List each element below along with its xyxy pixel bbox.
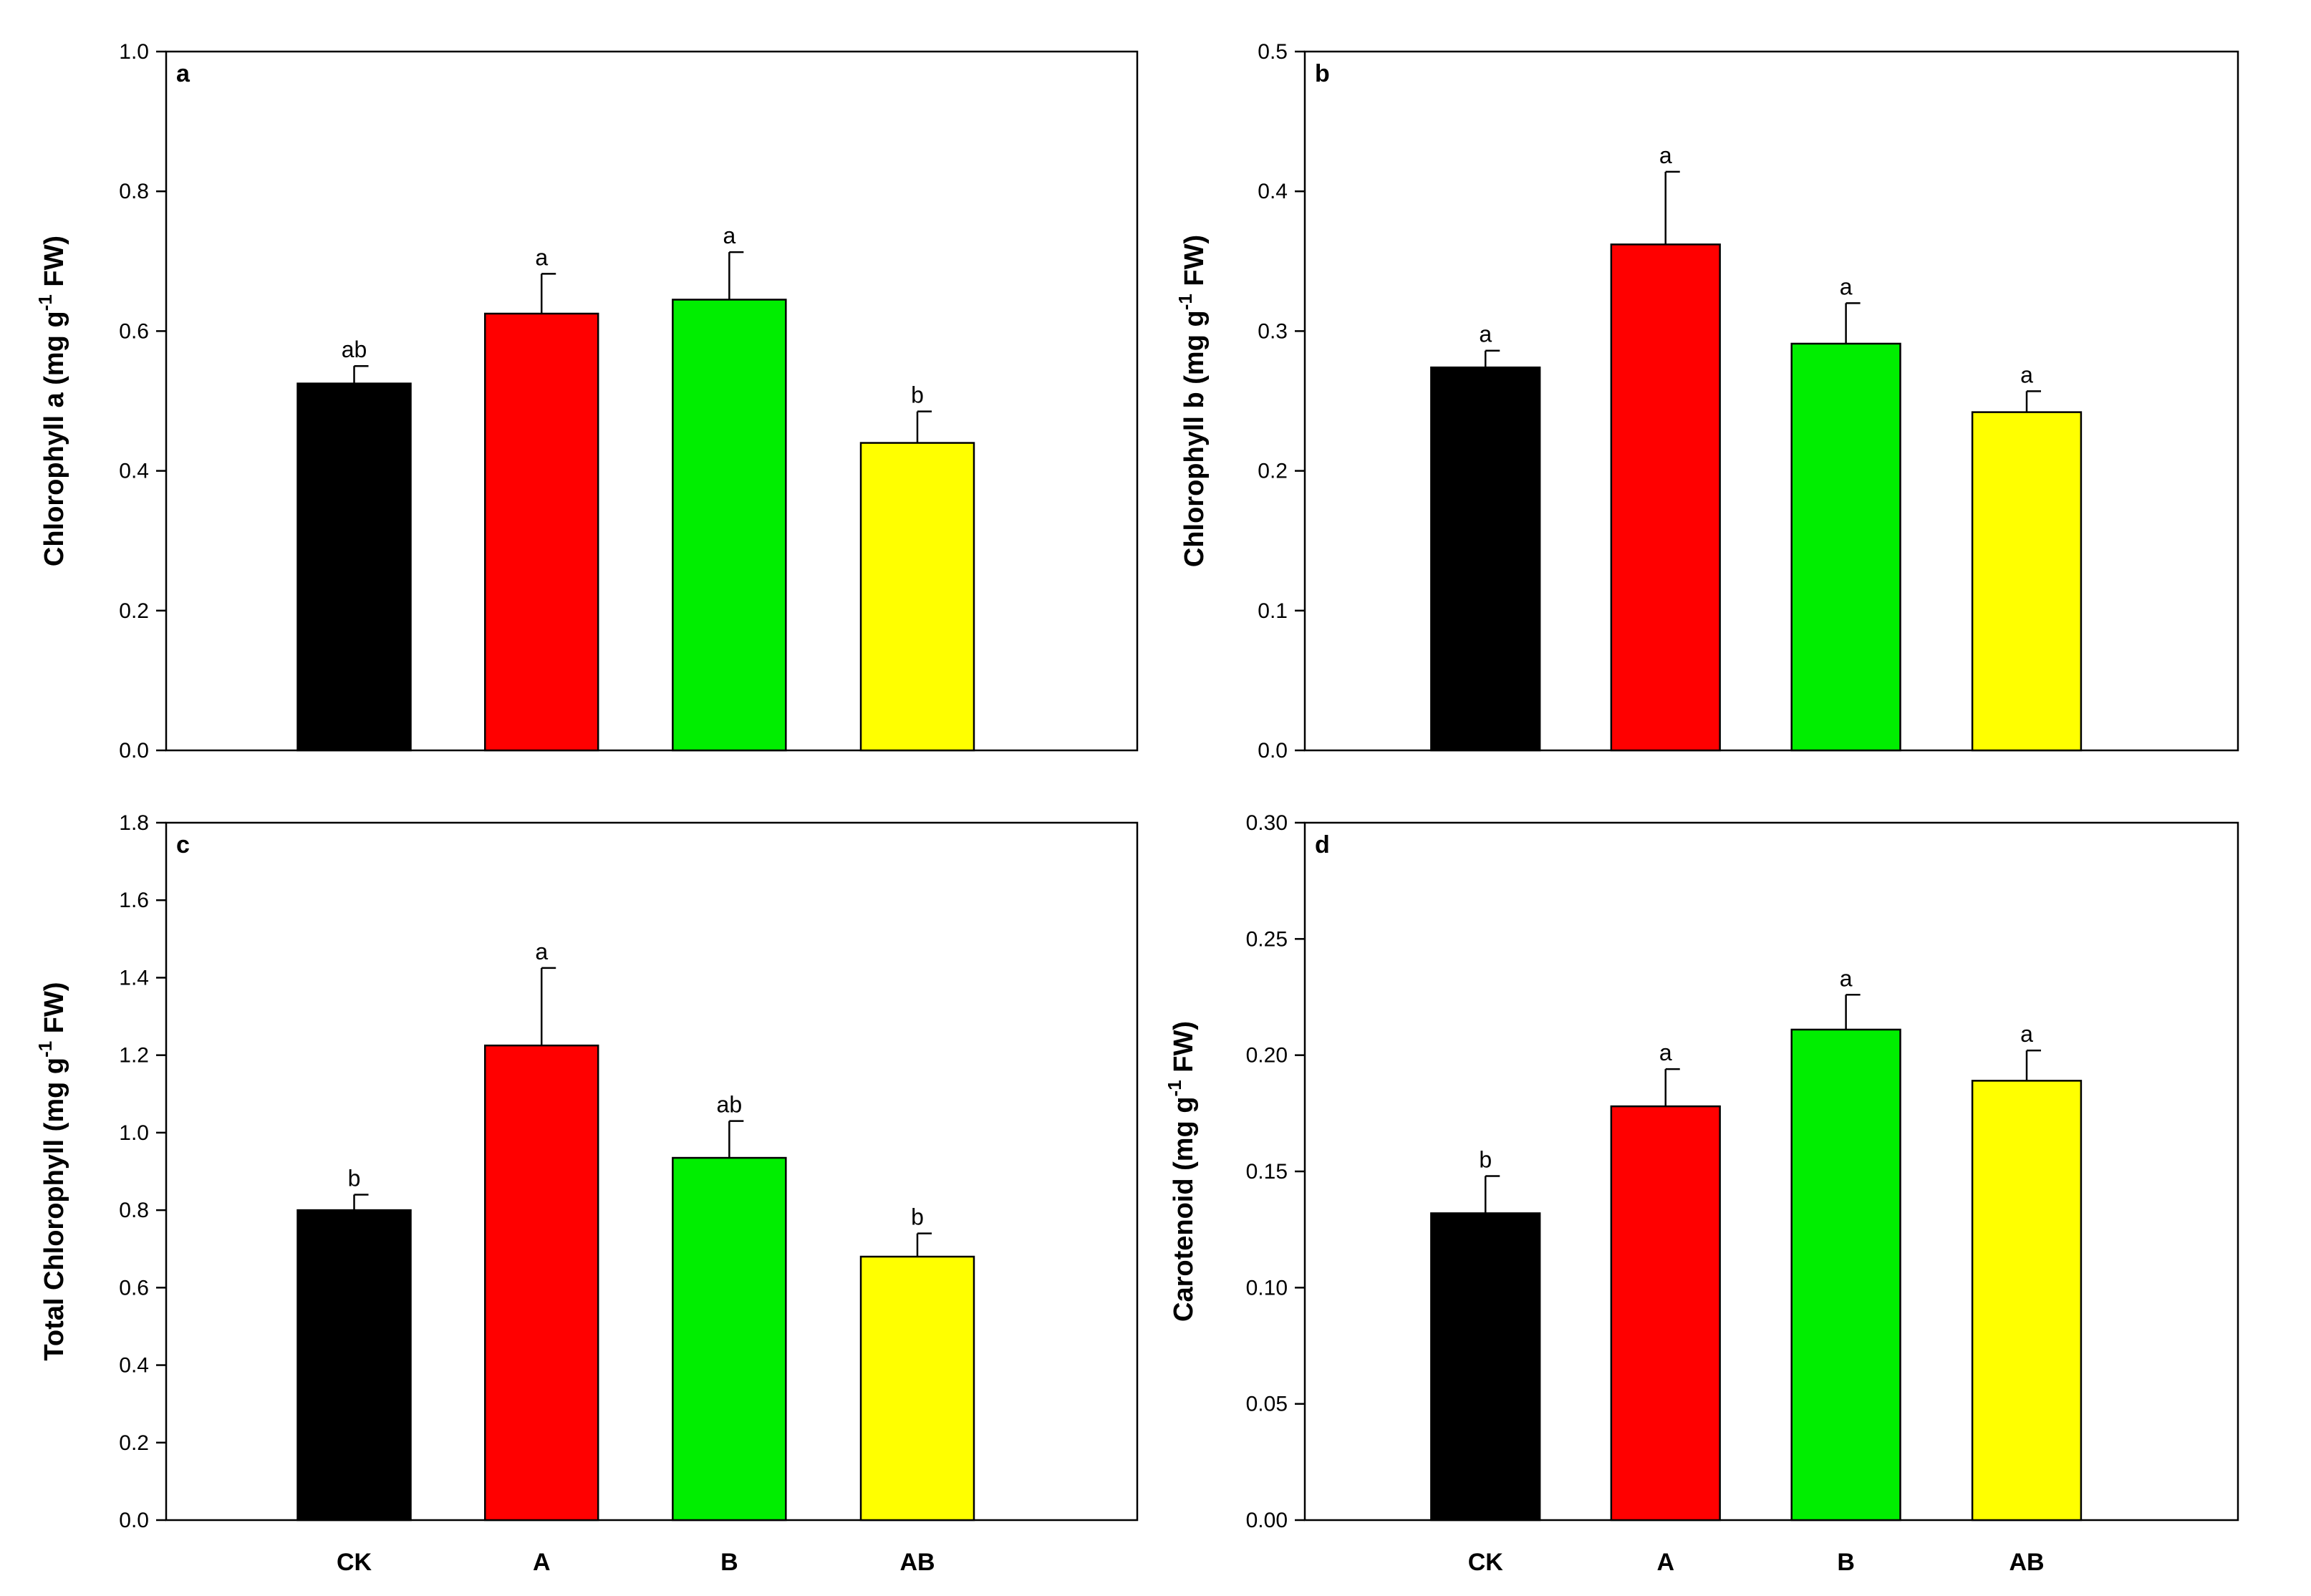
y-tick-label: 0.10 <box>1246 1276 1288 1300</box>
y-tick-label: 1.0 <box>119 40 149 64</box>
category-label: AB <box>899 1549 935 1576</box>
significance-label: b <box>911 1204 924 1230</box>
category-label: CK <box>1468 1549 1504 1576</box>
y-tick-label: 0.6 <box>119 1276 149 1300</box>
panel-label: c <box>176 831 190 859</box>
y-tick-label: 0.25 <box>1246 927 1288 951</box>
plot-frame <box>165 821 1139 1522</box>
significance-label: a <box>535 939 548 964</box>
y-tick-label: 0.8 <box>119 180 149 203</box>
y-axis-title: Chlorophyll b (mg g-1 FW) <box>1174 235 1210 567</box>
y-axis-title: Chlorophyll a (mg g-1 FW) <box>34 236 69 566</box>
significance-label: a <box>1659 142 1672 168</box>
significance-label: a <box>1840 965 1853 991</box>
panel-label: b <box>1315 60 1330 87</box>
y-tick-label: 0.6 <box>119 319 149 343</box>
category-label: A <box>1656 1549 1674 1576</box>
y-tick-label: 0.0 <box>119 1509 149 1532</box>
bar-ck <box>296 1209 412 1522</box>
significance-label: a <box>723 223 735 248</box>
bar-ab <box>859 1255 975 1522</box>
y-tick-label: 1.4 <box>119 966 149 990</box>
significance-label: a <box>2020 1021 2033 1047</box>
y-tick-label: 0.4 <box>1258 180 1288 203</box>
category-label: B <box>1837 1549 1855 1576</box>
y-tick-label: 0.8 <box>119 1199 149 1222</box>
bar-b <box>672 1156 787 1522</box>
panel-label: d <box>1315 831 1330 859</box>
y-tick-label: 1.6 <box>119 889 149 912</box>
bar-a <box>483 312 599 752</box>
y-tick-label: 1.2 <box>119 1044 149 1068</box>
y-tick-label: 0.2 <box>119 1431 149 1455</box>
plot-frame <box>1303 50 2239 752</box>
category-label: A <box>533 1549 551 1576</box>
y-tick-label: 0.1 <box>1258 599 1288 623</box>
panel-b: 0.0 0.1 0.2 0.3 0.4 0.5 b Chlorophyll b (mg g-1… <box>1174 40 2239 763</box>
category-label: CK <box>337 1549 372 1576</box>
panel-label: a <box>176 60 190 87</box>
y-tick-label: 0.4 <box>119 1354 149 1378</box>
bar-a <box>483 1044 599 1522</box>
significance-label: ab <box>342 337 367 362</box>
significance-label: b <box>911 382 924 408</box>
category-label: B <box>720 1549 738 1576</box>
y-tick-label: 0.15 <box>1246 1160 1288 1184</box>
y-tick-label: 0.00 <box>1246 1509 1288 1532</box>
significance-label: b <box>1479 1146 1492 1172</box>
y-tick-label: 0.3 <box>1258 319 1288 343</box>
y-tick-label: 0.0 <box>119 739 149 763</box>
bar-ck <box>1430 366 1541 752</box>
bar-ck <box>1430 1212 1541 1522</box>
panel-a: 0.0 0.2 0.4 0.6 0.8 1.0 a Chlorophyll a (mg g-1… <box>34 40 1139 763</box>
category-label: AB <box>2009 1549 2044 1576</box>
y-tick-label: 0.4 <box>119 460 149 483</box>
significance-label: a <box>1479 321 1492 347</box>
significance-label: a <box>2020 362 2033 387</box>
y-tick-label: 0.05 <box>1246 1393 1288 1416</box>
plot-frame <box>165 50 1139 752</box>
y-tick-label: 0.2 <box>1258 460 1288 483</box>
bar-ab <box>1971 1080 2083 1522</box>
significance-label: a <box>1840 274 1853 299</box>
significance-label: b <box>348 1165 361 1191</box>
significance-label: a <box>1659 1040 1672 1065</box>
y-tick-label: 0.20 <box>1246 1044 1288 1068</box>
bar-b <box>1790 1028 1901 1522</box>
y-tick-label: 1.0 <box>119 1121 149 1145</box>
panel-d: 0.00 0.05 0.10 0.15 0.20 0.25 0.30 d Carotenoid … <box>1164 811 2239 1576</box>
bar-ck <box>296 382 412 752</box>
significance-label: a <box>535 244 548 270</box>
bar-b <box>1790 342 1901 752</box>
y-tick-label: 1.8 <box>119 811 149 835</box>
bar-ab <box>1971 411 2083 752</box>
bar-b <box>672 299 787 752</box>
bar-a <box>1610 1105 1721 1522</box>
significance-label: ab <box>717 1092 743 1118</box>
bar-ab <box>859 442 975 752</box>
panel-c: 0.0 0.2 0.4 0.6 0.8 1.0 1.2 1.4 1.6 1.8 c Total Chl… <box>34 811 1139 1576</box>
y-tick-label: 0.2 <box>119 599 149 623</box>
y-tick-label: 0.5 <box>1258 40 1288 64</box>
y-axis-title: Carotenoid (mg g-1 FW) <box>1164 1021 1199 1322</box>
y-tick-label: 0.30 <box>1246 811 1288 835</box>
y-tick-label: 0.0 <box>1258 739 1288 763</box>
y-axis-title: Total Chlorophyll (mg g-1 FW) <box>34 982 69 1360</box>
bar-a <box>1610 243 1721 752</box>
